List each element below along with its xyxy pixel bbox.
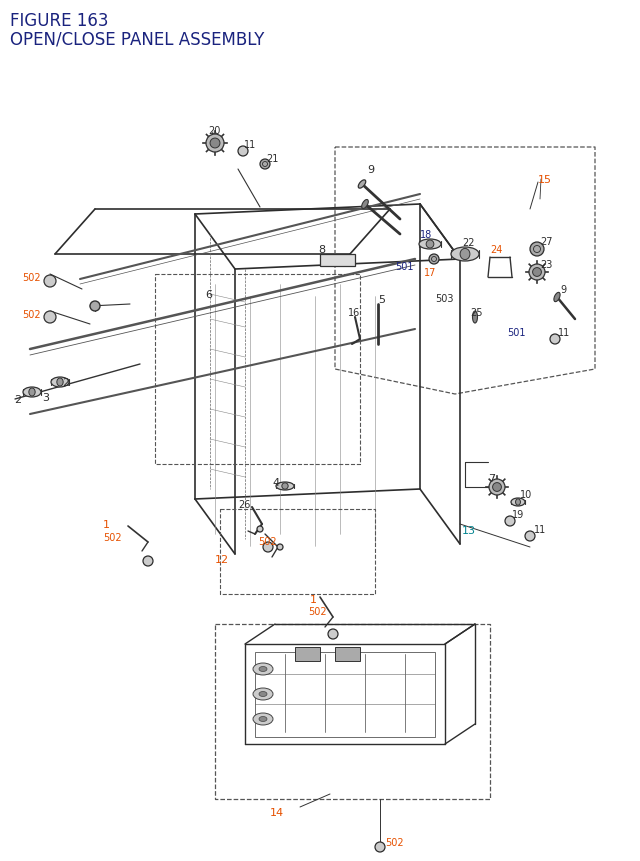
Text: 17: 17 [424, 268, 436, 278]
Circle shape [328, 629, 338, 639]
Text: 10: 10 [520, 489, 532, 499]
Text: 16: 16 [348, 307, 360, 318]
Text: 21: 21 [266, 154, 278, 164]
Text: OPEN/CLOSE PANEL ASSEMBLY: OPEN/CLOSE PANEL ASSEMBLY [10, 30, 264, 48]
Ellipse shape [253, 713, 273, 725]
Circle shape [238, 147, 248, 157]
Text: 25: 25 [470, 307, 483, 318]
Text: 9: 9 [367, 164, 374, 175]
Circle shape [375, 842, 385, 852]
Text: 27: 27 [540, 237, 552, 247]
Text: 502: 502 [258, 536, 276, 547]
Text: FIGURE 163: FIGURE 163 [10, 12, 109, 30]
Ellipse shape [362, 201, 368, 209]
Ellipse shape [532, 269, 541, 277]
Ellipse shape [259, 691, 267, 697]
Ellipse shape [358, 181, 365, 189]
Circle shape [90, 301, 100, 312]
Circle shape [429, 255, 439, 264]
Ellipse shape [57, 379, 63, 387]
Circle shape [530, 243, 544, 257]
Circle shape [143, 556, 153, 567]
Text: 13: 13 [462, 525, 476, 536]
Ellipse shape [460, 249, 470, 260]
Text: 15: 15 [538, 175, 552, 185]
Circle shape [525, 531, 535, 542]
Ellipse shape [419, 239, 441, 250]
Text: 9: 9 [560, 285, 566, 294]
Text: 11: 11 [244, 139, 256, 150]
Text: 26: 26 [238, 499, 250, 510]
Text: 502: 502 [22, 310, 40, 319]
Ellipse shape [253, 688, 273, 700]
Text: 1: 1 [103, 519, 110, 530]
Circle shape [257, 526, 263, 532]
Bar [255, 653, 435, 737]
Text: 502: 502 [22, 273, 40, 282]
Text: 2: 2 [62, 378, 69, 387]
Text: 20: 20 [208, 126, 220, 136]
Circle shape [277, 544, 283, 550]
Ellipse shape [276, 482, 294, 491]
Ellipse shape [29, 388, 35, 397]
Circle shape [505, 517, 515, 526]
Text: 502: 502 [103, 532, 122, 542]
Text: 8: 8 [318, 245, 325, 255]
Text: 6: 6 [205, 289, 212, 300]
Circle shape [263, 542, 273, 553]
Text: 7: 7 [488, 474, 495, 483]
Bar [320, 255, 355, 267]
Ellipse shape [493, 483, 501, 492]
Ellipse shape [282, 483, 288, 490]
Text: 18: 18 [420, 230, 432, 239]
Ellipse shape [51, 378, 69, 387]
Text: 14: 14 [270, 807, 284, 817]
Ellipse shape [23, 387, 41, 398]
Text: 24: 24 [490, 245, 502, 255]
Text: 11: 11 [534, 524, 547, 535]
Ellipse shape [472, 312, 477, 324]
Ellipse shape [489, 480, 505, 495]
Text: 501: 501 [507, 328, 525, 338]
Text: 2: 2 [14, 394, 21, 405]
Circle shape [44, 312, 56, 324]
Text: 19: 19 [512, 510, 524, 519]
Ellipse shape [259, 716, 267, 722]
Ellipse shape [511, 499, 525, 506]
Text: 1: 1 [310, 594, 317, 604]
Circle shape [550, 335, 560, 344]
Ellipse shape [259, 666, 267, 672]
Ellipse shape [253, 663, 273, 675]
Ellipse shape [529, 264, 545, 281]
Text: 503: 503 [435, 294, 454, 304]
Ellipse shape [451, 248, 479, 262]
Text: 3: 3 [42, 393, 49, 403]
Bar [335, 647, 360, 661]
Ellipse shape [206, 135, 224, 152]
Text: 5: 5 [378, 294, 385, 305]
Text: 4: 4 [272, 478, 279, 487]
Circle shape [44, 276, 56, 288]
Text: 501: 501 [395, 262, 413, 272]
Ellipse shape [516, 499, 520, 505]
Text: 502: 502 [308, 606, 326, 616]
Bar [295, 647, 320, 661]
Circle shape [260, 160, 270, 170]
Text: 11: 11 [558, 328, 570, 338]
Text: 22: 22 [462, 238, 474, 248]
Text: 12: 12 [215, 554, 229, 564]
Text: 23: 23 [540, 260, 552, 269]
Ellipse shape [210, 139, 220, 149]
Ellipse shape [426, 241, 434, 249]
Text: 502: 502 [385, 837, 404, 847]
Ellipse shape [554, 293, 560, 302]
